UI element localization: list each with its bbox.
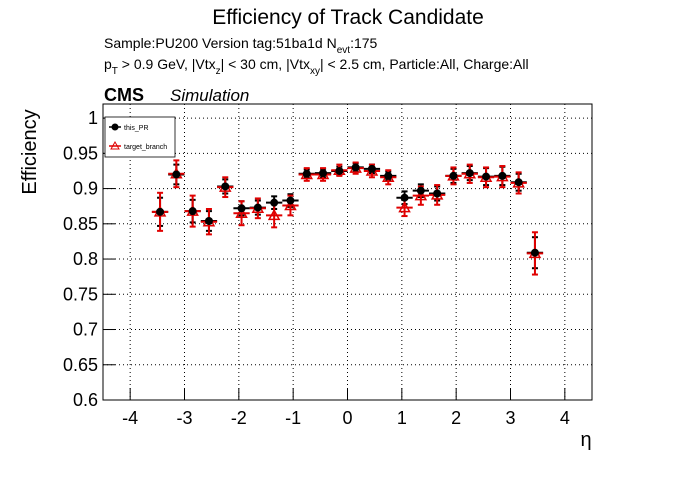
marker [398, 201, 411, 213]
y-tick-label: 1 [88, 108, 98, 128]
marker [416, 186, 425, 195]
marker [221, 182, 230, 191]
marker [319, 169, 328, 178]
plot-frame [102, 103, 593, 401]
marker [400, 193, 409, 202]
marker [482, 172, 491, 181]
y-tick-label: 0.7 [73, 320, 98, 340]
marker [414, 189, 428, 201]
cms-label: CMS [104, 85, 144, 105]
x-tick-label: 1 [397, 408, 407, 428]
text-part: p [104, 56, 112, 72]
y-tick-label: 0.9 [73, 179, 98, 199]
marker [367, 164, 376, 173]
marker [351, 163, 360, 172]
marker [253, 203, 262, 212]
x-axis-label: η [580, 429, 591, 451]
marker [188, 207, 197, 216]
marker [270, 198, 279, 207]
status-label: Simulation [170, 86, 249, 105]
legend-label: this_PR [124, 125, 149, 132]
y-tick-label: 0.75 [63, 284, 98, 304]
marker [384, 171, 393, 180]
text-part: Sample:PU200 Version tag:51ba1d N [104, 35, 337, 51]
marker [286, 196, 295, 205]
legend-marker [110, 140, 120, 150]
chart-title: Efficiency of Track Candidate [212, 6, 484, 29]
y-tick-label: 0.8 [73, 249, 98, 269]
x-tick-label: 2 [451, 408, 461, 428]
info-line: pT > 0.9 GeV, |Vtxz| < 30 cm, |Vtxxy| < … [104, 56, 529, 77]
subscript: evt [337, 45, 351, 56]
y-tick-label: 0.65 [63, 355, 98, 375]
y-tick-label: 0.95 [63, 143, 98, 163]
legend-label: target_branch [124, 144, 167, 151]
marker [235, 206, 248, 218]
legend-box [104, 116, 176, 158]
marker [465, 169, 474, 178]
x-tick-label: -4 [122, 408, 138, 428]
marker [172, 170, 181, 179]
marker [237, 204, 246, 213]
text-part: | < 30 cm, |Vtx [221, 56, 310, 72]
x-tick-label: -2 [231, 408, 247, 428]
x-tick-label: 0 [342, 408, 352, 428]
marker [267, 208, 281, 221]
marker [530, 248, 539, 257]
marker [156, 207, 165, 216]
legend-marker [111, 123, 119, 131]
x-tick-label: -1 [285, 408, 301, 428]
y-tick-label: 0.85 [63, 214, 98, 234]
y-axis-label: Efficiency [19, 109, 41, 194]
subscript: xy [310, 66, 320, 77]
info-line: Sample:PU200 Version tag:51ba1d Nevt:175 [104, 35, 378, 56]
marker [498, 171, 507, 180]
x-tick-label: 4 [560, 408, 570, 428]
x-tick-label: 3 [505, 408, 515, 428]
marker [514, 178, 523, 187]
x-tick-label: -3 [176, 408, 192, 428]
y-tick-label: 0.6 [73, 390, 98, 410]
subscript: T [112, 66, 118, 77]
marker [284, 198, 297, 211]
marker [302, 169, 311, 178]
marker [449, 171, 458, 180]
text-part: | < 2.5 cm, Particle:All, Charge:All [320, 56, 529, 72]
marker [204, 216, 213, 225]
text-part: :175 [350, 35, 377, 51]
marker [433, 189, 442, 198]
subscript: z [216, 66, 221, 77]
marker [335, 166, 344, 175]
text-part: > 0.9 GeV, |Vtx [118, 56, 216, 72]
